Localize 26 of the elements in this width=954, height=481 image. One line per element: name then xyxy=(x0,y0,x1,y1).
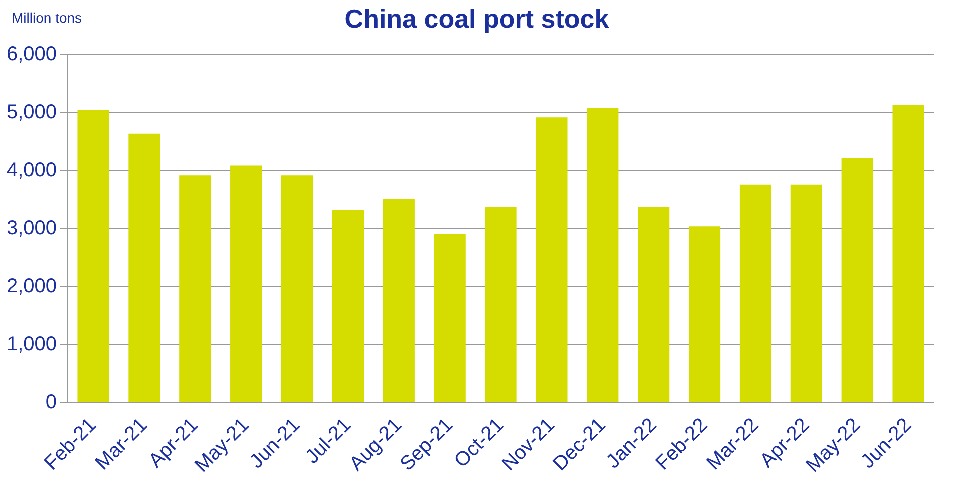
bar xyxy=(78,110,110,402)
bar xyxy=(842,158,874,402)
bar xyxy=(587,108,619,402)
bar xyxy=(230,166,262,402)
y-tick-label: 6,000 xyxy=(6,44,58,66)
y-tick-label: 0 xyxy=(46,391,58,414)
bar xyxy=(892,105,924,402)
bar xyxy=(281,176,314,402)
y-axis-title: Million tons xyxy=(12,10,82,26)
y-tick-label: 4,000 xyxy=(6,159,58,182)
bar xyxy=(180,176,212,402)
bar xyxy=(128,134,160,402)
y-tick-label: 5,000 xyxy=(6,101,58,124)
bar xyxy=(434,234,466,402)
bar xyxy=(485,207,517,402)
bar xyxy=(332,210,364,402)
y-tick-label: 2,000 xyxy=(6,275,58,298)
bar xyxy=(383,199,415,402)
bar xyxy=(740,184,772,402)
chart-title: China coal port stock xyxy=(344,4,610,34)
bar xyxy=(688,226,721,402)
y-tick-label: 1,000 xyxy=(6,333,58,356)
bar xyxy=(638,207,670,402)
y-tick-label: 3,000 xyxy=(6,217,58,240)
bar xyxy=(536,118,568,402)
bar xyxy=(790,184,822,402)
